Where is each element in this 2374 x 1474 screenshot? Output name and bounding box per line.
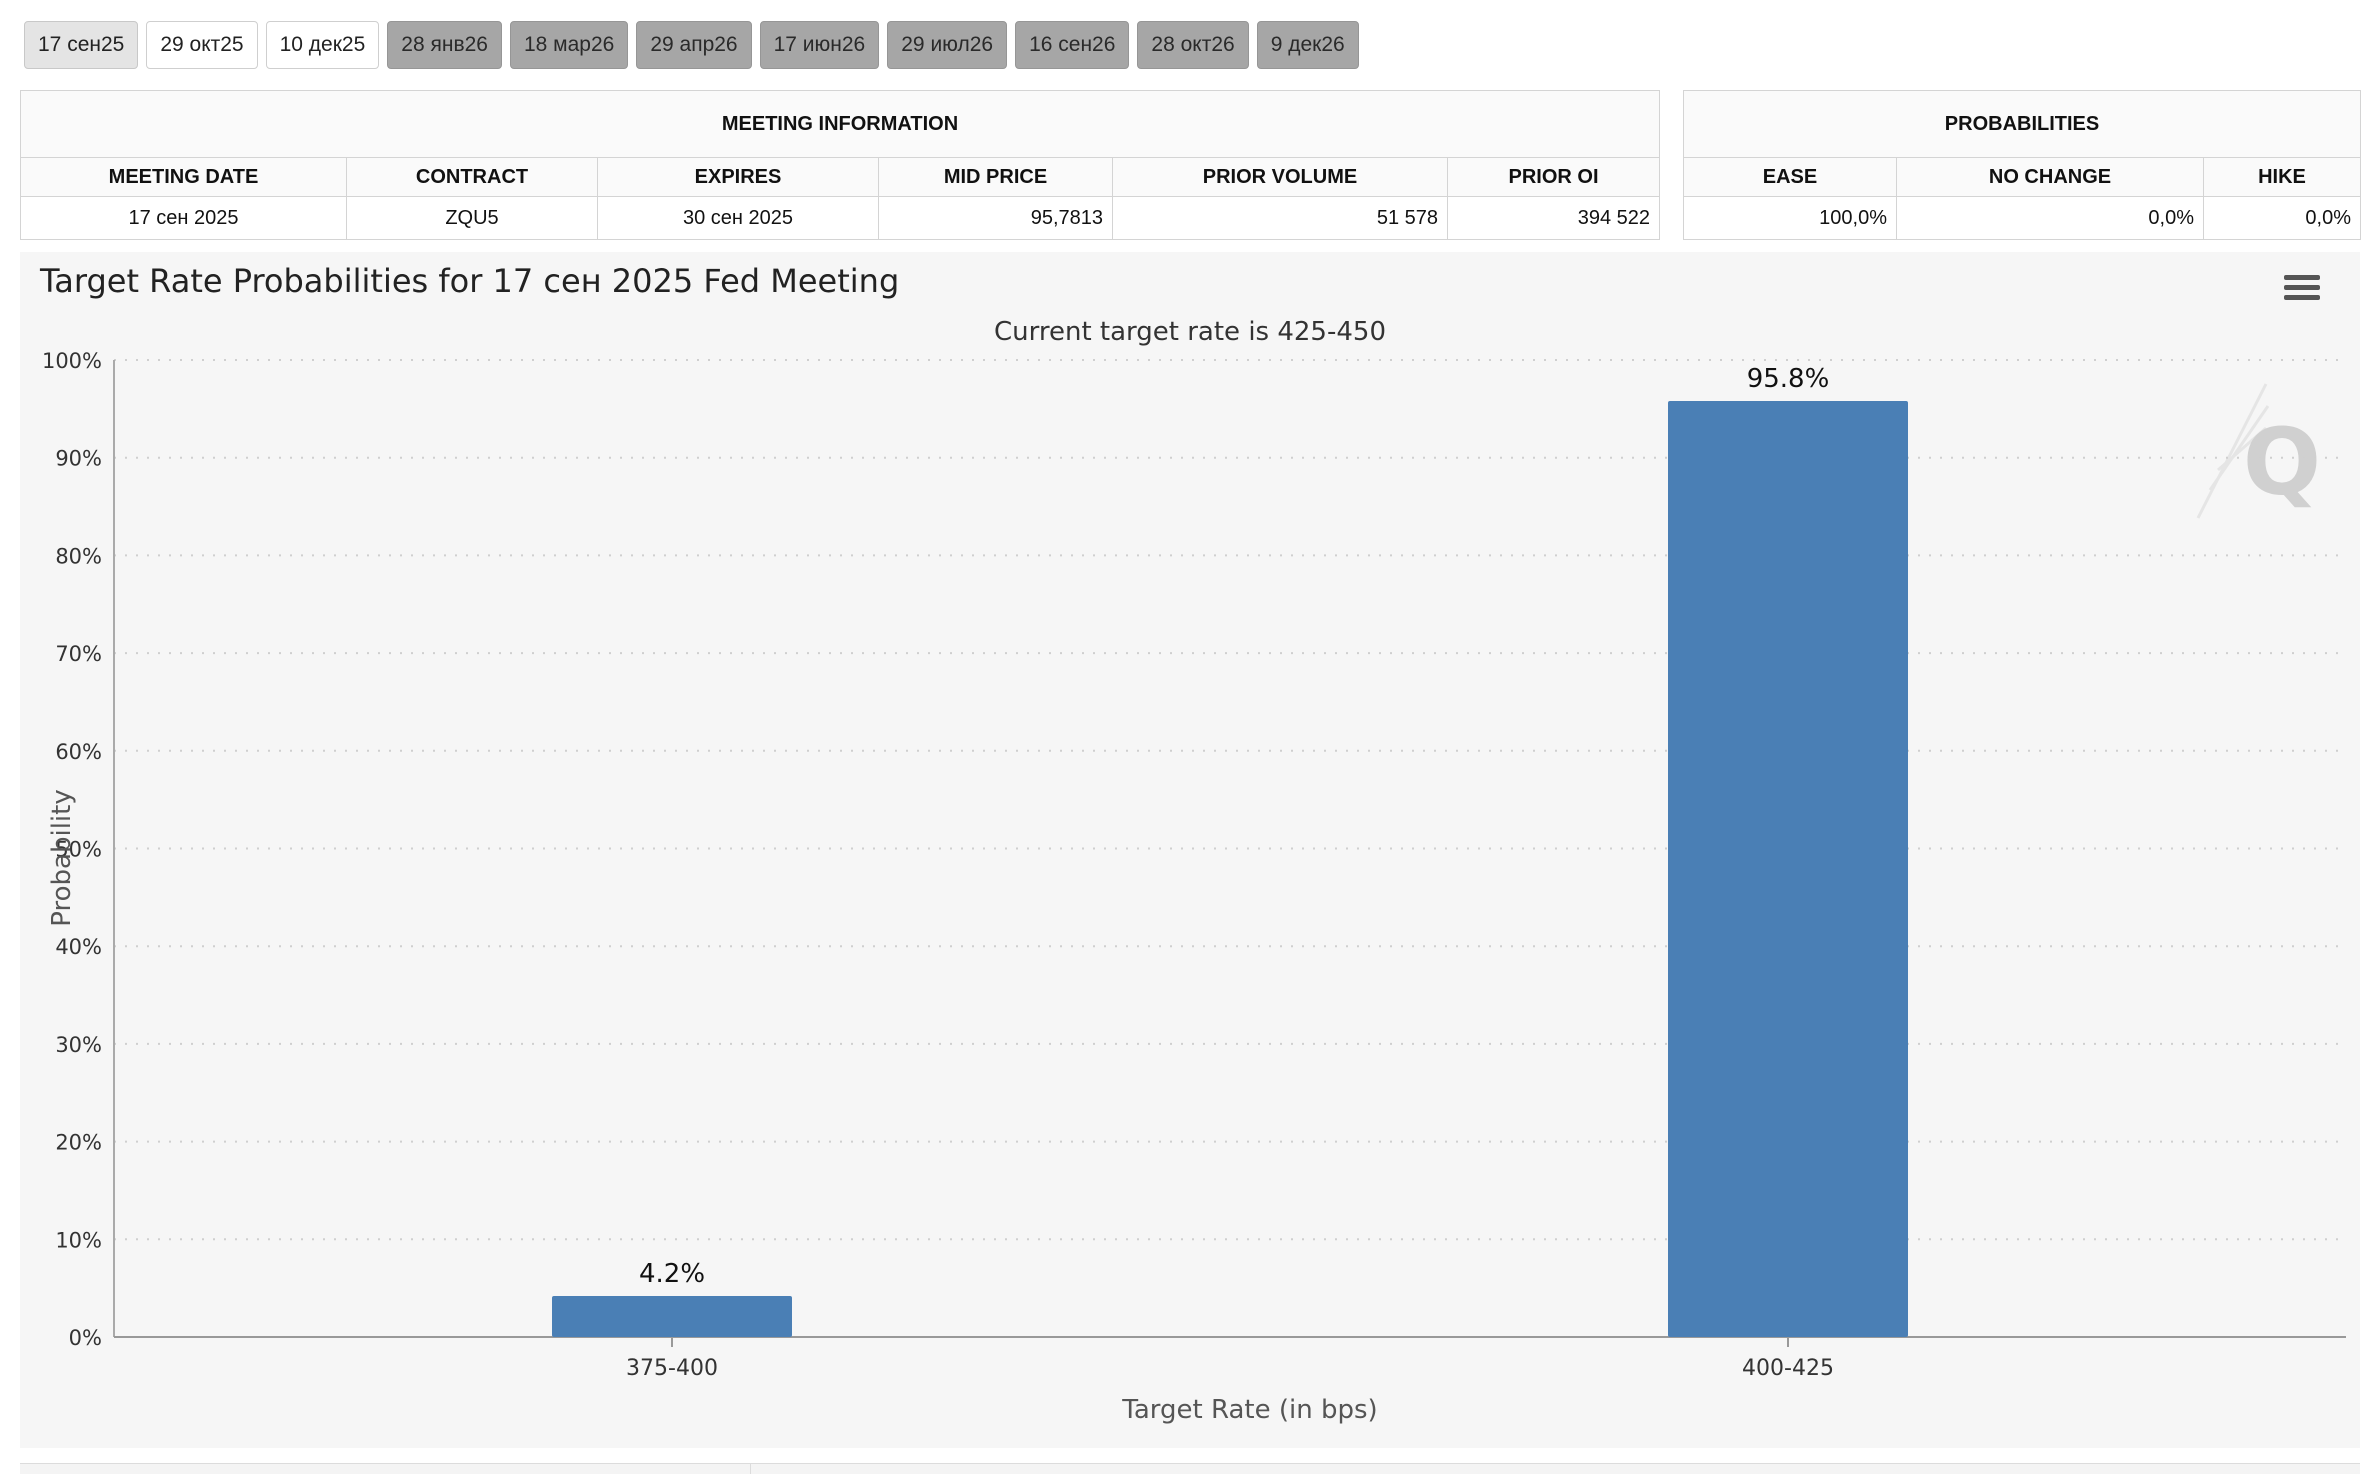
contract-value: ZQU5 [346, 196, 598, 240]
meeting-information-caption: MEETING INFORMATION [20, 90, 1660, 158]
probabilities-table: PROBABILITIES EASE NO CHANGE HIKE 100,0%… [1682, 90, 2362, 240]
x-axis-label: Target Rate (in bps) [1121, 1395, 1377, 1425]
probabilities-caption: PROBABILITIES [1682, 90, 2362, 158]
tab-meeting-date[interactable]: 29 окт25 [146, 21, 258, 69]
chart-subtitle: Current target rate is 425-450 [994, 317, 1386, 347]
y-tick-label: 10% [55, 1228, 102, 1252]
watermark-logo: Q [2196, 383, 2321, 519]
expires-value: 30 сен 2025 [597, 196, 879, 240]
meeting-date-tabs: 17 сен25 29 окт25 10 дек25 28 янв26 18 м… [24, 21, 1359, 69]
bar-400-425[interactable] [1668, 401, 1908, 1337]
ease-value: 100,0% [1683, 196, 1897, 240]
tab-meeting-date[interactable]: 29 июл26 [887, 21, 1008, 69]
tab-meeting-date[interactable]: 10 дек25 [265, 21, 380, 69]
tab-meeting-date[interactable]: 17 июн26 [759, 21, 880, 69]
column-header-expires: EXPIRES [597, 157, 879, 197]
tab-meeting-date[interactable]: 18 мар26 [509, 21, 629, 69]
hamburger-menu-icon [2284, 275, 2320, 300]
chart-menu-button[interactable] [2280, 266, 2326, 310]
tab-meeting-date[interactable]: 28 окт26 [1137, 21, 1249, 69]
no-change-value: 0,0% [1896, 196, 2204, 240]
tab-meeting-date[interactable]: 16 сен26 [1015, 21, 1130, 69]
column-header-meeting-date: MEETING DATE [20, 157, 347, 197]
y-tick-label: 0% [69, 1326, 102, 1350]
meeting-information-table: MEETING INFORMATION MEETING DATE CONTRAC… [20, 90, 1660, 240]
y-tick-label: 40% [55, 935, 102, 959]
column-header-no-change: NO CHANGE [1896, 157, 2204, 197]
column-header-mid-price: MID PRICE [878, 157, 1113, 197]
lower-panel-edge [20, 1463, 2360, 1474]
column-header-ease: EASE [1683, 157, 1897, 197]
column-header-hike: HIKE [2202, 157, 2362, 197]
bar-375-400[interactable] [552, 1295, 792, 1337]
y-tick-label: 80% [55, 544, 102, 568]
y-tick-label: 100% [42, 349, 102, 373]
tab-meeting-date[interactable]: 29 апр26 [636, 21, 752, 69]
watermark-letter: Q [2243, 409, 2321, 516]
y-tick-label: 90% [55, 447, 102, 471]
x-tick-label: 375-400 [626, 1356, 718, 1381]
tab-meeting-date[interactable]: 9 дек26 [1256, 21, 1359, 69]
x-tick-label: 400-425 [1742, 1356, 1834, 1381]
tab-meeting-date[interactable]: 17 сен25 [24, 21, 139, 69]
y-tick-label: 60% [55, 740, 102, 764]
chart-title: Target Rate Probabilities for 17 сен 202… [39, 262, 899, 300]
column-header-contract: CONTRACT [346, 157, 598, 197]
target-rate-probability-chart: Target Rate Probabilities for 17 сен 202… [39, 262, 2346, 1425]
bar-data-label: 4.2% [639, 1259, 705, 1289]
tab-meeting-date[interactable]: 28 янв26 [387, 21, 502, 69]
prior-volume-value: 51 578 [1112, 196, 1448, 240]
y-axis-label: Probability [47, 789, 77, 926]
y-tick-label: 50% [55, 838, 102, 862]
y-tick-label: 20% [55, 1131, 102, 1155]
bar-data-label: 95.8% [1747, 364, 1830, 394]
y-tick-label: 30% [55, 1033, 102, 1057]
meeting-date-value: 17 сен 2025 [20, 196, 347, 240]
hike-value: 0,0% [2202, 196, 2362, 240]
column-header-prior-oi: PRIOR OI [1447, 157, 1660, 197]
chart-panel: Target Rate Probabilities for 17 сен 202… [20, 252, 2360, 1448]
mid-price-value: 95,7813 [878, 196, 1113, 240]
column-header-prior-volume: PRIOR VOLUME [1112, 157, 1448, 197]
y-tick-label: 70% [55, 642, 102, 666]
prior-oi-value: 394 522 [1447, 196, 1660, 240]
